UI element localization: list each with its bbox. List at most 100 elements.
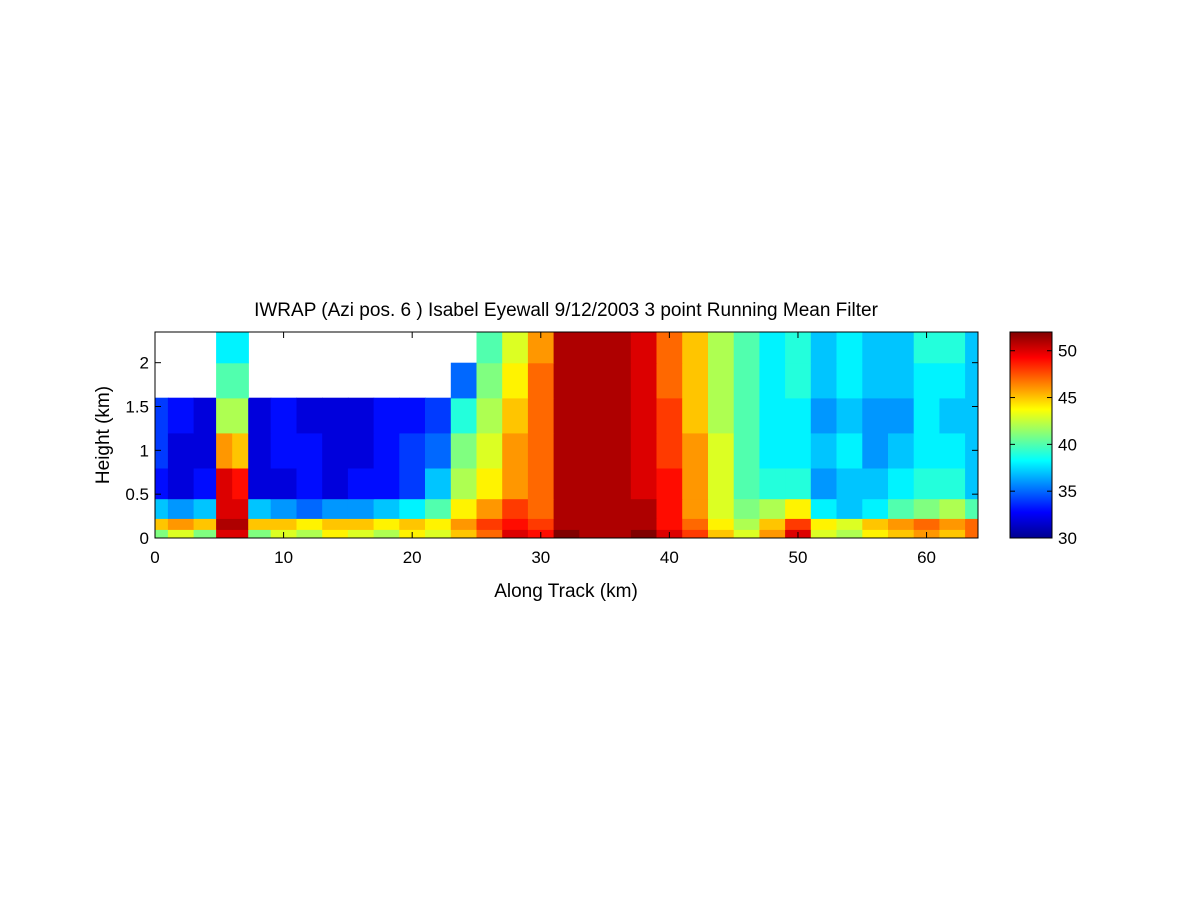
heatmap-cell — [605, 467, 632, 500]
heatmap-cell — [248, 518, 272, 530]
heatmap-cell — [810, 332, 838, 364]
heatmap-cell — [888, 362, 915, 399]
heatmap-cell — [502, 397, 529, 434]
heatmap-cell — [216, 518, 233, 530]
heatmap-cell — [232, 397, 249, 434]
heatmap-cell — [785, 432, 812, 469]
heatmap-cell — [193, 498, 217, 519]
heatmap-cell — [476, 332, 503, 364]
heatmap-cell — [296, 397, 323, 434]
heatmap-cell — [682, 498, 709, 519]
heatmap-cell — [216, 467, 233, 500]
heatmap-cell — [913, 498, 940, 519]
heatmap-cell — [399, 397, 426, 434]
heatmap-cell — [270, 467, 297, 500]
heatmap-cell — [373, 397, 400, 434]
heatmap-cell — [810, 362, 838, 399]
heatmap-cell — [965, 332, 978, 364]
heatmap-cell — [193, 529, 217, 538]
heatmap-cell — [939, 518, 966, 530]
heatmap-cell — [232, 529, 249, 538]
heatmap-cell — [682, 397, 709, 434]
heatmap-cell — [216, 362, 233, 399]
heatmap-cell — [708, 432, 735, 469]
heatmap-cell — [476, 518, 503, 530]
heatmap-cell — [733, 529, 760, 538]
heatmap-cell — [527, 518, 555, 530]
heatmap-cell — [270, 397, 297, 434]
heatmap-cell — [502, 467, 529, 500]
heatmap-cell — [733, 518, 760, 530]
heatmap-cell — [656, 362, 683, 399]
heatmap-cell — [373, 529, 400, 538]
heatmap-cell — [155, 397, 169, 434]
heatmap-cell — [579, 529, 606, 538]
heatmap-cell — [373, 518, 400, 530]
heatmap-cell — [965, 362, 978, 399]
x-tick-label: 20 — [403, 548, 422, 567]
heatmap-cell — [862, 498, 889, 519]
heatmap-cell — [425, 529, 452, 538]
y-tick-label: 1 — [140, 441, 149, 460]
chart-title: IWRAP (Azi pos. 6 ) Isabel Eyewall 9/12/… — [254, 300, 878, 321]
heatmap-cell — [270, 432, 297, 469]
colorbar-tick-label: 35 — [1058, 482, 1077, 501]
heatmap-cell — [836, 397, 863, 434]
heatmap-cell — [759, 332, 786, 364]
heatmap-cell — [450, 397, 478, 434]
heatmap-cell — [248, 467, 272, 500]
heatmap-cell — [862, 467, 889, 500]
heatmap-cell — [939, 362, 966, 399]
heatmap-cell — [155, 432, 169, 469]
heatmap-cell — [605, 332, 632, 364]
heatmap-cell — [630, 518, 658, 530]
heatmap-cell — [965, 498, 978, 519]
heatmap-cell — [155, 467, 169, 500]
heatmap-cell — [656, 498, 683, 519]
heatmap-cell — [785, 498, 812, 519]
heatmap-cell — [605, 498, 632, 519]
y-axis: 0 0.5 1 1.5 2 — [125, 354, 978, 548]
heatmap-cell — [347, 397, 375, 434]
y-tick-label: 0 — [140, 529, 149, 548]
heatmap-cell — [630, 529, 658, 538]
heatmap-cell — [759, 518, 786, 530]
heatmap-cell — [810, 498, 838, 519]
heatmap-cell — [347, 432, 375, 469]
heatmap-cell — [836, 518, 863, 530]
heatmap-cell — [682, 529, 709, 538]
heatmap-cell — [476, 397, 503, 434]
heatmap-cell — [296, 467, 323, 500]
y-tick-label: 1.5 — [125, 398, 149, 417]
heatmap-cell — [476, 467, 503, 500]
heatmap-cell — [630, 498, 658, 519]
x-tick-label: 10 — [274, 548, 293, 567]
x-axis-label: Along Track (km) — [494, 581, 638, 602]
heatmap-cell — [425, 518, 452, 530]
heatmap-cell — [888, 332, 915, 364]
heatmap-cell — [216, 498, 233, 519]
heatmap-cell — [785, 518, 812, 530]
heatmap-cell — [836, 432, 863, 469]
heatmap-cell — [553, 498, 580, 519]
y-tick-label: 2 — [140, 354, 149, 373]
heatmap-cell — [553, 397, 580, 434]
heatmap-cell — [733, 397, 760, 434]
heatmap-cell — [913, 362, 940, 399]
heatmap-cell — [248, 397, 272, 434]
heatmap-cell — [155, 498, 169, 519]
heatmap-cell — [759, 467, 786, 500]
heatmap-cell — [579, 332, 606, 364]
heatmap-cell — [656, 467, 683, 500]
heatmap-cell — [965, 529, 978, 538]
heatmap-cell — [502, 432, 529, 469]
heatmap-cell — [759, 432, 786, 469]
heatmap-cell — [656, 432, 683, 469]
y-tick-label: 0.5 — [125, 485, 149, 504]
heatmap-cell — [836, 498, 863, 519]
heatmap-cell — [502, 332, 529, 364]
heatmap-cell — [216, 529, 233, 538]
heatmap-cell — [216, 432, 233, 469]
heatmap-cell — [347, 498, 375, 519]
